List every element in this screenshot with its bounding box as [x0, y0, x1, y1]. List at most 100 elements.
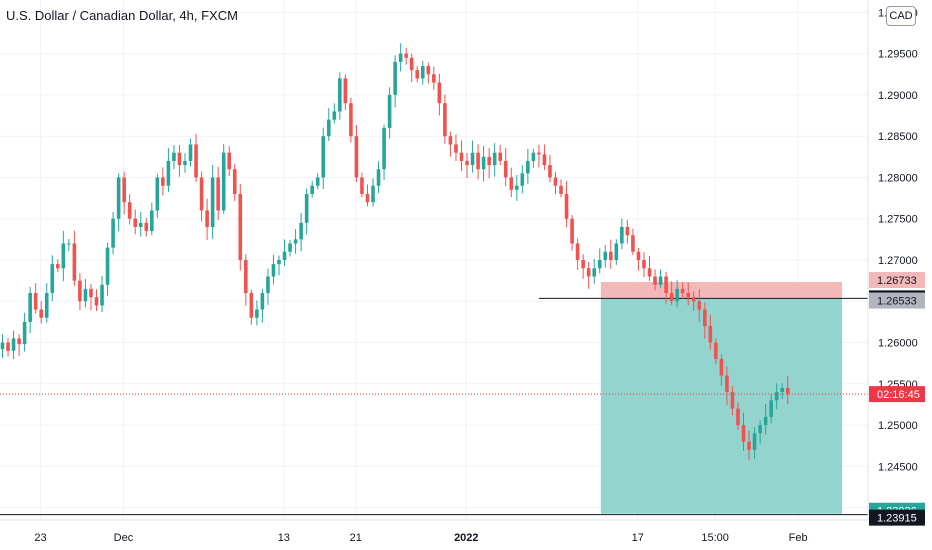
candle — [100, 276, 104, 312]
candle — [22, 312, 27, 352]
candle — [326, 108, 331, 141]
candle — [39, 301, 44, 324]
price-axis[interactable]: 1.300001.295001.290001.285001.280001.275… — [878, 7, 918, 514]
candle — [266, 268, 270, 305]
candle — [647, 256, 652, 281]
candle — [498, 145, 502, 166]
candle — [216, 166, 220, 221]
candle — [763, 403, 768, 435]
currency-button[interactable]: CAD — [886, 6, 916, 26]
candle — [255, 300, 259, 326]
candle — [183, 153, 187, 173]
candle — [365, 184, 370, 207]
horizontal-lines[interactable] — [0, 297, 868, 516]
candle — [680, 282, 685, 299]
candle — [575, 238, 580, 270]
candle — [420, 60, 425, 85]
candle — [725, 366, 729, 405]
candle — [437, 73, 442, 116]
candle — [244, 254, 248, 306]
svg-text:1.23915: 1.23915 — [877, 513, 917, 525]
y-tick-label: 1.24500 — [878, 461, 918, 473]
candle — [664, 271, 668, 304]
candle — [44, 283, 49, 323]
candle — [526, 148, 530, 184]
candle — [150, 202, 154, 236]
candle — [122, 171, 126, 215]
x-tick-label: 21 — [350, 532, 362, 544]
candle — [520, 165, 525, 194]
candle — [127, 194, 132, 225]
x-tick-label: 23 — [34, 532, 46, 544]
chart-title: U.S. Dollar / Canadian Dollar, 4h, FXCM — [6, 8, 238, 23]
price-labels: 1.267331.265351.2653302:16:451.239261.23… — [869, 272, 925, 526]
y-tick-label: 1.26000 — [878, 338, 918, 350]
candle — [559, 179, 563, 198]
candle — [658, 269, 663, 289]
candle — [50, 255, 55, 302]
candle — [625, 219, 630, 244]
candle — [332, 103, 337, 124]
candle — [155, 173, 160, 218]
candle — [321, 127, 326, 189]
candle — [769, 393, 773, 424]
candle — [210, 164, 215, 239]
candle — [691, 291, 696, 311]
candle — [509, 167, 514, 198]
candle — [780, 383, 785, 400]
candle — [387, 87, 392, 139]
time-axis[interactable]: 23 Dec 13 21 2022 17 15:00 Feb — [34, 532, 807, 544]
candle — [293, 229, 298, 254]
candle — [78, 273, 82, 311]
candle — [719, 354, 724, 387]
candle — [730, 386, 735, 416]
candle — [503, 148, 508, 187]
candle — [382, 124, 386, 180]
candle — [669, 281, 674, 305]
candle — [404, 47, 408, 65]
candle — [360, 172, 364, 198]
y-tick-label: 1.28000 — [878, 172, 918, 184]
candle — [33, 283, 38, 314]
candle — [736, 402, 740, 430]
candle — [675, 280, 679, 308]
candle — [349, 97, 353, 143]
svg-text:02:16:45: 02:16:45 — [877, 389, 920, 401]
price-label-stop: 1.26733 — [869, 272, 925, 289]
candle — [747, 430, 751, 461]
candle — [741, 412, 746, 452]
x-tick-label: 2022 — [454, 532, 478, 544]
candle — [531, 148, 536, 168]
candle — [271, 255, 276, 285]
candle — [597, 248, 602, 274]
y-tick-label: 1.27500 — [878, 214, 918, 226]
candle — [194, 133, 198, 183]
candle — [354, 125, 359, 183]
candle — [548, 155, 552, 183]
candle — [714, 338, 718, 365]
candle — [570, 215, 574, 251]
candle — [376, 161, 381, 194]
candle — [0, 334, 5, 358]
candle — [28, 286, 32, 333]
candle — [703, 302, 707, 339]
candle — [454, 134, 458, 161]
candle — [111, 211, 115, 255]
stop-loss-zone[interactable] — [600, 282, 842, 299]
candle — [61, 230, 66, 282]
candle — [177, 145, 182, 177]
candle — [553, 172, 558, 195]
candle — [89, 283, 93, 311]
candle — [708, 314, 713, 350]
position-zones[interactable] — [600, 282, 842, 514]
candle — [105, 242, 110, 296]
candle — [315, 173, 320, 190]
candle — [6, 338, 10, 357]
candle — [592, 259, 597, 284]
candle — [631, 228, 635, 256]
y-tick-label: 1.27000 — [878, 255, 918, 267]
take-profit-zone[interactable] — [600, 298, 842, 514]
candle — [249, 289, 254, 325]
y-tick-label: 1.29000 — [878, 90, 918, 102]
